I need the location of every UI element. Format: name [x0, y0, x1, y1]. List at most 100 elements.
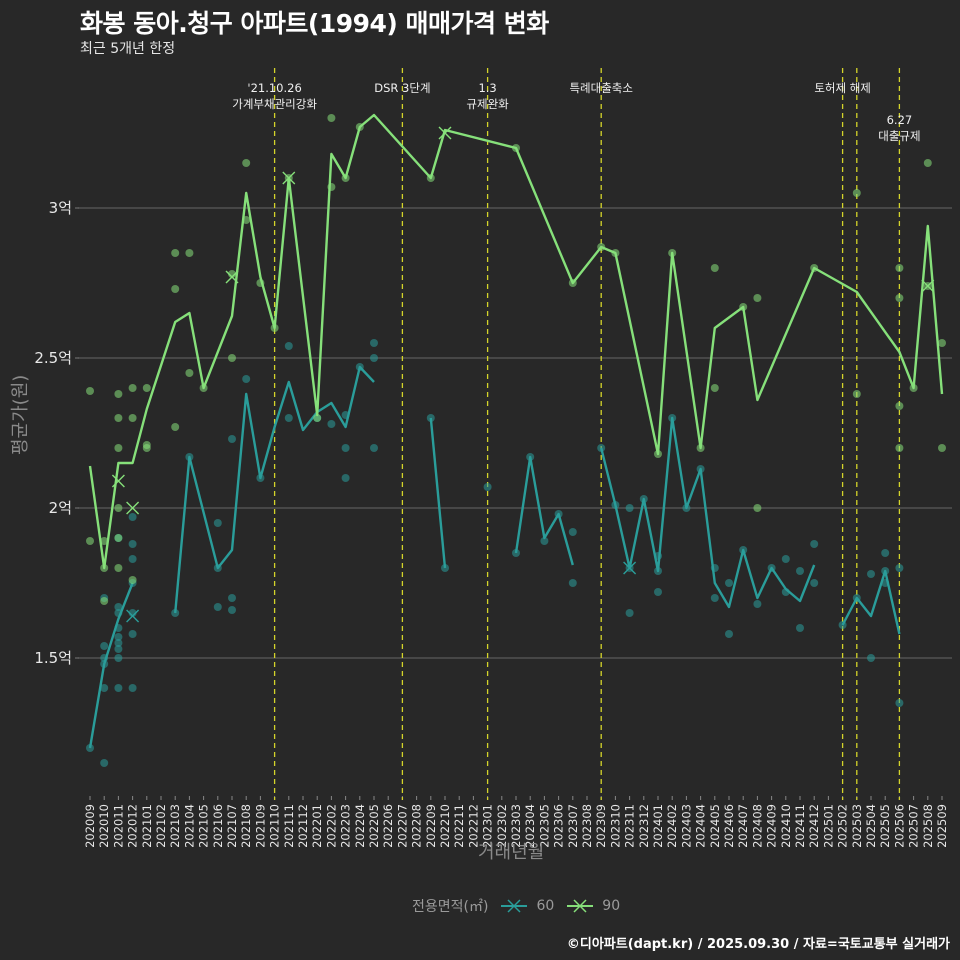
chart-subtitle: 최근 5개년 한정 — [80, 41, 176, 57]
chart-title: 화봉 동아.청구 아파트(1994) 매매가격 변화 — [80, 9, 549, 38]
scatter-point-90 — [710, 384, 719, 392]
x-tick-label: 202301 — [481, 804, 495, 848]
scatter-point-90 — [142, 441, 151, 449]
x-tick-label: 202209 — [424, 804, 438, 848]
scatter-point-60 — [725, 579, 733, 587]
scatter-point-90 — [114, 444, 123, 452]
x-marker-stroke — [623, 561, 637, 575]
series-line-60 — [88, 582, 134, 749]
event-label: 토허제 해제 — [814, 81, 871, 95]
scatter-point-60 — [540, 537, 549, 545]
series-line-60 — [174, 365, 375, 614]
y-tick-label: 2억 — [49, 499, 72, 517]
scatter-point-90 — [86, 537, 94, 545]
x-tick-label: 202203 — [339, 804, 353, 848]
y-axis-title: 평균가(원) — [10, 374, 31, 455]
event-label: '21.10.26 — [247, 81, 301, 95]
scatter-point-60 — [213, 603, 222, 611]
scatter-point-60 — [128, 540, 137, 548]
scatter-point-90 — [171, 249, 180, 257]
scatter-point-90 — [128, 384, 137, 392]
legend-title: 전용면적(㎡) — [412, 899, 489, 915]
x-tick-label: 202106 — [211, 804, 225, 848]
scatter-point-60 — [114, 654, 123, 662]
scatter-point-90 — [114, 504, 123, 512]
x-marker-stroke — [126, 501, 140, 515]
scatter-point-60 — [100, 684, 109, 692]
scatter-point-90 — [228, 270, 236, 278]
scatter-point-60 — [625, 504, 634, 512]
x-tick-label: 202505 — [878, 804, 892, 848]
x-tick-label: 202504 — [864, 804, 878, 848]
scatter-point-90 — [327, 114, 336, 122]
scatter-point-90 — [128, 414, 137, 422]
x-tick-label: 202101 — [140, 804, 154, 848]
scatter-point-90 — [852, 189, 861, 197]
scatter-point-60 — [242, 375, 251, 383]
scatter-point-60 — [710, 594, 719, 602]
x-tick-label: 202507 — [907, 804, 921, 848]
x-tick-label: 202308 — [580, 804, 594, 848]
scatter-point-60 — [483, 483, 492, 491]
scatter-point-60 — [100, 642, 109, 650]
scatter-point-60 — [796, 567, 804, 575]
scatter-point-60 — [128, 684, 137, 692]
scatter-point-90 — [114, 564, 123, 572]
event-label: 특례대출축소 — [569, 81, 632, 95]
series-line-60 — [429, 417, 447, 569]
x-tick-label: 202212 — [466, 804, 480, 848]
scatter-point-60 — [625, 609, 634, 617]
x-tick-label: 202009 — [83, 804, 97, 848]
scatter-point-60 — [284, 414, 293, 422]
x-tick-label: 202012 — [126, 804, 140, 848]
legend-item-60[interactable]: 60 — [500, 898, 554, 914]
scatter-point-90 — [86, 387, 94, 395]
x-marker-stroke — [126, 609, 140, 623]
x-tick-label: 202309 — [594, 804, 608, 848]
x-marker-90 — [225, 270, 239, 284]
scatter-point-60 — [341, 444, 350, 452]
scatter-point-60 — [796, 624, 804, 632]
x-tick-label: 202204 — [353, 804, 367, 848]
event-label: 6.27 — [887, 113, 913, 127]
scatter-point-90 — [114, 534, 123, 542]
scatter-point-60 — [128, 609, 137, 617]
scatter-point-60 — [128, 513, 137, 521]
x-tick-label: 202307 — [566, 804, 580, 848]
x-tick-label: 202409 — [765, 804, 779, 848]
scatter-point-60 — [881, 549, 890, 557]
scatter-point-60 — [867, 654, 875, 662]
legend-label-60: 60 — [536, 898, 555, 914]
x-tick-label: 202403 — [679, 804, 693, 848]
scatter-point-90 — [313, 414, 322, 422]
x-tick-label: 202501 — [821, 804, 835, 848]
x-marker-stroke — [111, 474, 125, 488]
x-tick-label: 202109 — [253, 804, 267, 848]
x-tick-label: 202010 — [97, 804, 111, 848]
y-tick-label: 2.5억 — [34, 349, 72, 367]
x-marker-60 — [126, 609, 140, 623]
legend-item-90[interactable]: 90 — [566, 898, 620, 914]
x-tick-label: 202506 — [892, 804, 906, 848]
x-axis-title: 거래년월 — [478, 842, 545, 863]
scatter-point-90 — [185, 369, 194, 377]
x-tick-label: 202110 — [268, 804, 282, 848]
x-tick-label: 202104 — [182, 804, 196, 848]
scatter-point-90 — [114, 414, 123, 422]
x-tick-label: 202305 — [537, 804, 551, 848]
scatter-point-60 — [725, 630, 733, 638]
x-tick-label: 202411 — [793, 804, 807, 848]
scatter-point-90 — [171, 285, 180, 293]
legend: 전용면적(㎡) 60 90 — [412, 896, 620, 916]
scatter-point-60 — [114, 645, 123, 653]
x-tick-label: 202312 — [637, 804, 651, 848]
scatter-point-90 — [895, 294, 904, 302]
x-tick-label: 202402 — [665, 804, 679, 848]
scatter-point-60 — [284, 342, 293, 350]
x-marker-stroke — [438, 126, 452, 140]
x-tick-label: 202108 — [239, 804, 253, 848]
scatter-point-60 — [213, 519, 222, 527]
scatter-point-90 — [753, 294, 762, 302]
scatter-point-90 — [114, 390, 123, 398]
series-line-60 — [514, 455, 574, 566]
